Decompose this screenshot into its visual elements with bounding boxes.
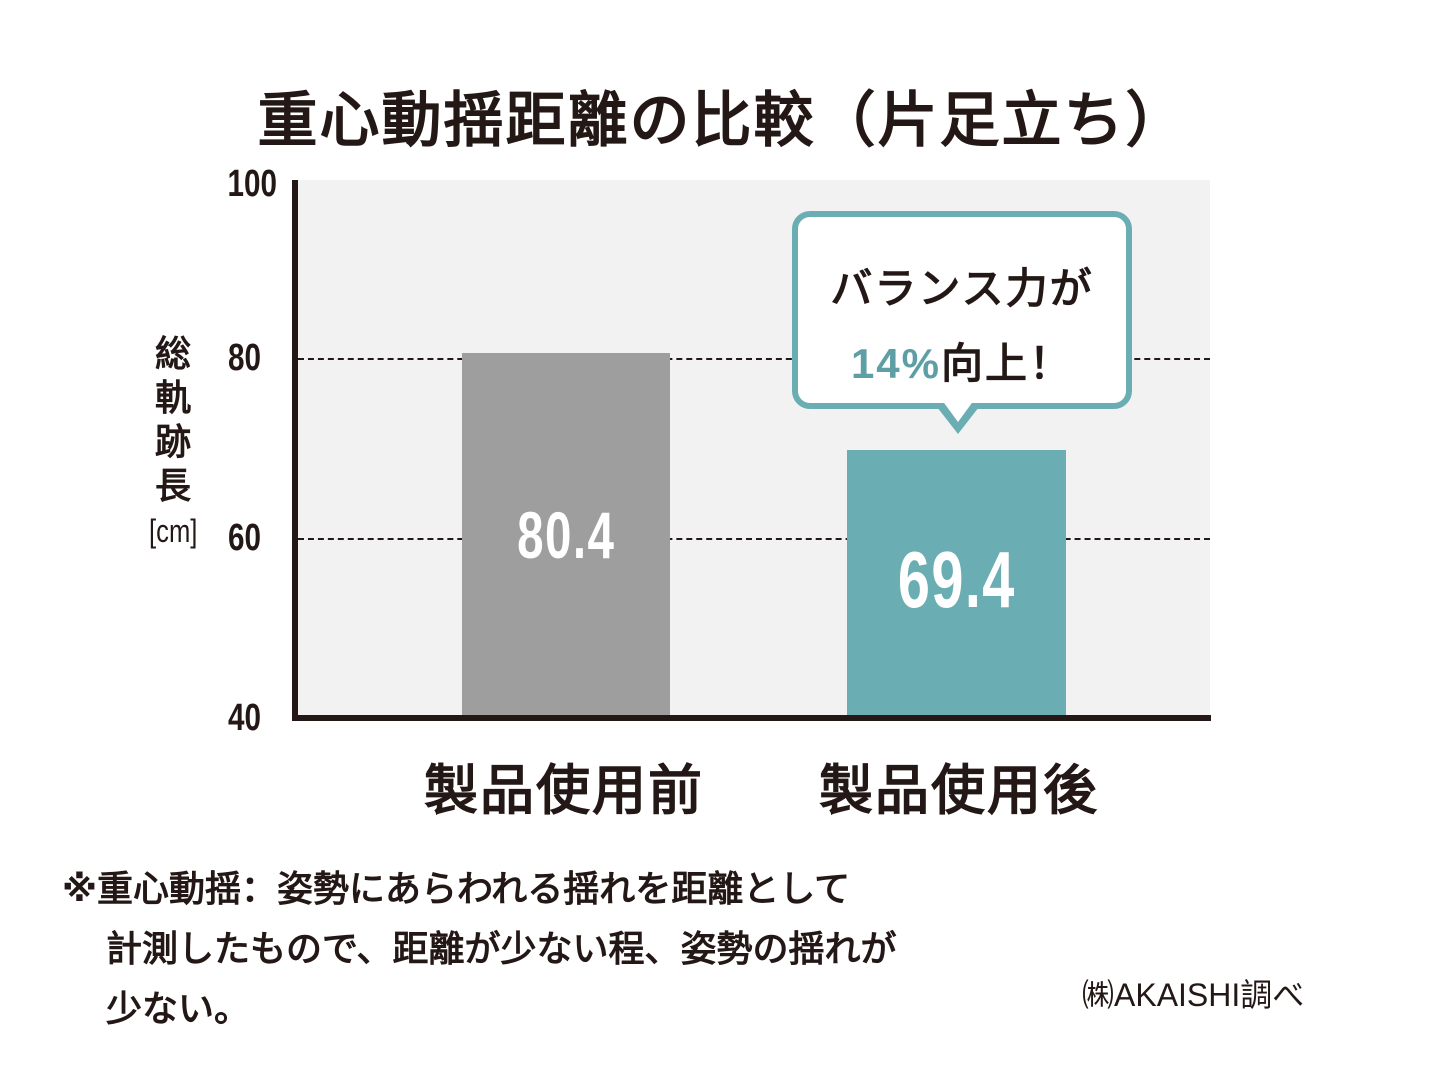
- callout-improvement: 向上！: [941, 339, 1074, 388]
- footnote-line-3: 少ない。: [106, 989, 251, 1030]
- callout-percentage: 14%: [850, 340, 942, 387]
- bar-value-before: 80.4: [516, 498, 616, 572]
- footnote-line-2: 計測したもので、距離が少ない程、姿勢の揺れが: [106, 929, 897, 970]
- callout-line-2: 14%向上！: [798, 330, 1126, 391]
- bar-before: 80.4: [462, 353, 670, 717]
- ylabel-char: 跡: [154, 422, 191, 463]
- bar-value-after: 69.4: [897, 534, 1016, 624]
- ytick-80: 80: [228, 337, 261, 379]
- x-category-after: 製品使用後: [819, 759, 1099, 822]
- ylabel-char: 総: [154, 334, 191, 375]
- y-axis-label: 総 軌 跡 長 [cm]: [140, 333, 206, 553]
- ytick-100: 100: [227, 163, 277, 205]
- gridline-60: [298, 538, 1210, 540]
- ytick-40: 40: [228, 697, 261, 739]
- ytick-60: 60: [228, 517, 261, 559]
- callout-tail-inner: [939, 396, 977, 422]
- footnote-line-1: ※重心動揺：姿勢にあらわれる揺れを距離として: [62, 869, 851, 910]
- callout-line-1: バランス力が: [830, 264, 1094, 313]
- ylabel-unit: [cm]: [148, 513, 198, 549]
- source-credit: ㈱AKAISHI調べ: [1082, 977, 1305, 1013]
- ylabel-char: 軌: [154, 378, 191, 419]
- bar-after: 69.4: [847, 450, 1066, 717]
- x-category-before: 製品使用前: [424, 759, 704, 822]
- chart-title: 重心動揺距離の比較（片足立ち）: [257, 86, 1188, 156]
- y-axis: [292, 180, 298, 721]
- ylabel-char: 長: [154, 466, 191, 507]
- footnote: ※重心動揺：姿勢にあらわれる揺れを距離として 計測したもので、距離が少ない程、姿…: [62, 860, 897, 1040]
- callout-bubble: バランス力が 14%向上！: [792, 211, 1132, 409]
- x-axis: [292, 715, 1211, 721]
- gridline-80: [298, 358, 1210, 360]
